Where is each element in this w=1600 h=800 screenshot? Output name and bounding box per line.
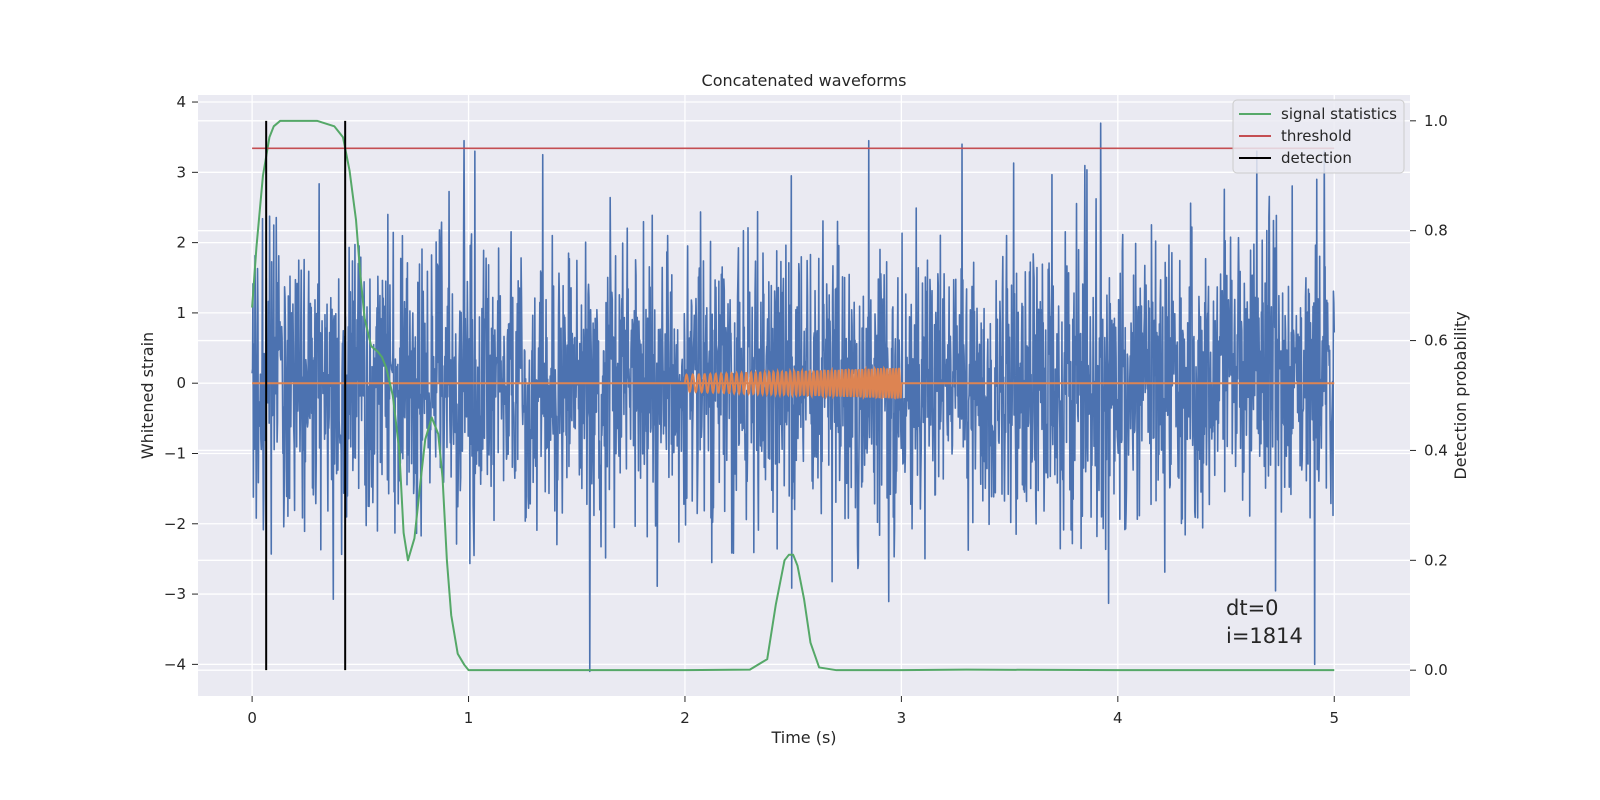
series-whitened-strain (251, 122, 1336, 673)
legend: signal statistics threshold detection (1232, 99, 1405, 174)
y-right-tick-label-1: 1.0 (1424, 112, 1448, 130)
legend-label-1: threshold (1281, 127, 1352, 145)
y-tick-label--4: −4 (164, 655, 186, 673)
y-tick-label-1: 1 (176, 304, 186, 322)
y-tick-label-0: 0 (176, 374, 186, 392)
y-right-tick-label-0.4: 0.4 (1424, 441, 1448, 459)
y-tick-label--2: −2 (164, 515, 186, 533)
x-tick-label-1: 1 (464, 709, 474, 727)
legend-label-2: detection (1281, 149, 1352, 167)
y-tick-label-2: 2 (176, 234, 186, 252)
x-tick-label-4: 4 (1113, 709, 1123, 727)
y-right-tick-label-0.6: 0.6 (1424, 332, 1448, 350)
legend-box (1232, 99, 1405, 174)
y-right-tick-label-0: 0.0 (1424, 661, 1448, 679)
x-tick-label-3: 3 (897, 709, 907, 727)
x-axis-title: Time (s) (770, 728, 836, 747)
annotations: dt=0 i=1814 (1226, 596, 1303, 648)
series-injected-waveform (683, 365, 903, 400)
x-tick-label-5: 5 (1329, 709, 1339, 727)
chart-title: Concatenated waveforms (702, 71, 907, 90)
y-axis-title-right: Detection probability (1451, 311, 1470, 479)
y-tick-label--3: −3 (164, 585, 186, 603)
y-right-tick-label-0.8: 0.8 (1424, 222, 1448, 240)
y-tick-label-3: 3 (176, 163, 186, 181)
y-axis-title: Whitened strain (138, 332, 157, 459)
annotation-dt: dt=0 (1226, 596, 1279, 620)
series-signal-statistics (251, 119, 1335, 672)
y-tick-label--1: −1 (164, 444, 186, 462)
x-tick-label-0: 0 (247, 709, 257, 727)
legend-label-0: signal statistics (1281, 105, 1397, 123)
x-tick-label-2: 2 (680, 709, 690, 727)
y-tick-label-4: 4 (176, 93, 186, 111)
annotation-i: i=1814 (1226, 624, 1303, 648)
y-right-tick-label-0.2: 0.2 (1424, 551, 1448, 569)
